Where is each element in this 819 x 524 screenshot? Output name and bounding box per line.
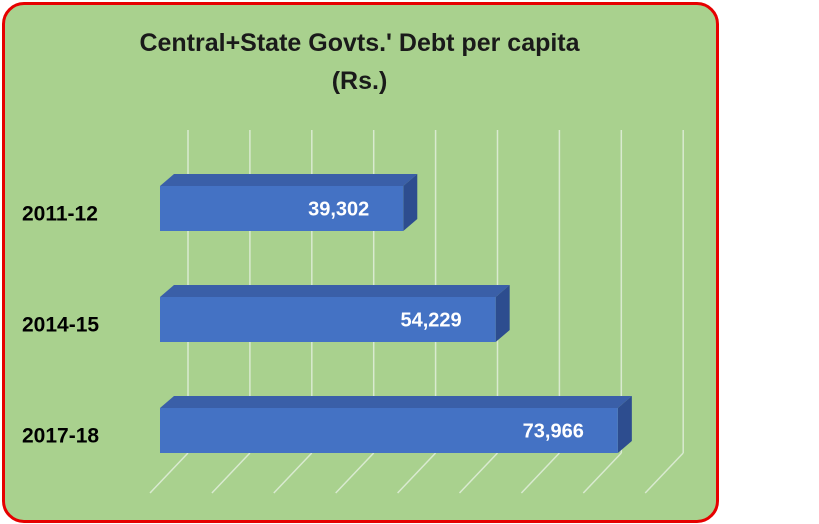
gridline-floor [211,452,251,494]
bar-side-face [495,285,510,342]
bar-side-face [403,174,418,231]
bar [160,408,618,453]
bar [160,186,404,231]
chart-title-line-1: Central+State Govts.' Debt per capita [139,29,580,57]
category-label: 2017-18 [22,425,99,448]
gridline-floor [397,452,437,494]
category-label: 2011-12 [22,203,98,226]
gridline-floor [273,452,313,494]
data-label: 54,229 [401,310,462,332]
data-label: 39,302 [308,199,369,221]
gridline-floor [335,452,375,494]
bars [160,174,632,453]
gridline-floor [582,452,622,494]
gridline-floor [458,452,499,494]
labels: 39,302 2011-12 54,229 2014-15 73,966 2017-18 [22,199,584,448]
gridline-floor [520,452,560,494]
gridline-floor [644,452,684,494]
bar-top-face [160,396,632,408]
chart-title-line-2: (Rs.) [331,67,388,95]
bar-top-face [160,285,510,297]
bar [160,297,496,342]
chart-title: Central+State Govts.' Debt per capita (R… [0,24,719,100]
category-label: 2014-15 [22,314,99,337]
bar-side-face [617,396,632,453]
bar-top-face [160,174,418,186]
gridline-floor [149,452,189,494]
data-label: 73,966 [523,421,584,443]
